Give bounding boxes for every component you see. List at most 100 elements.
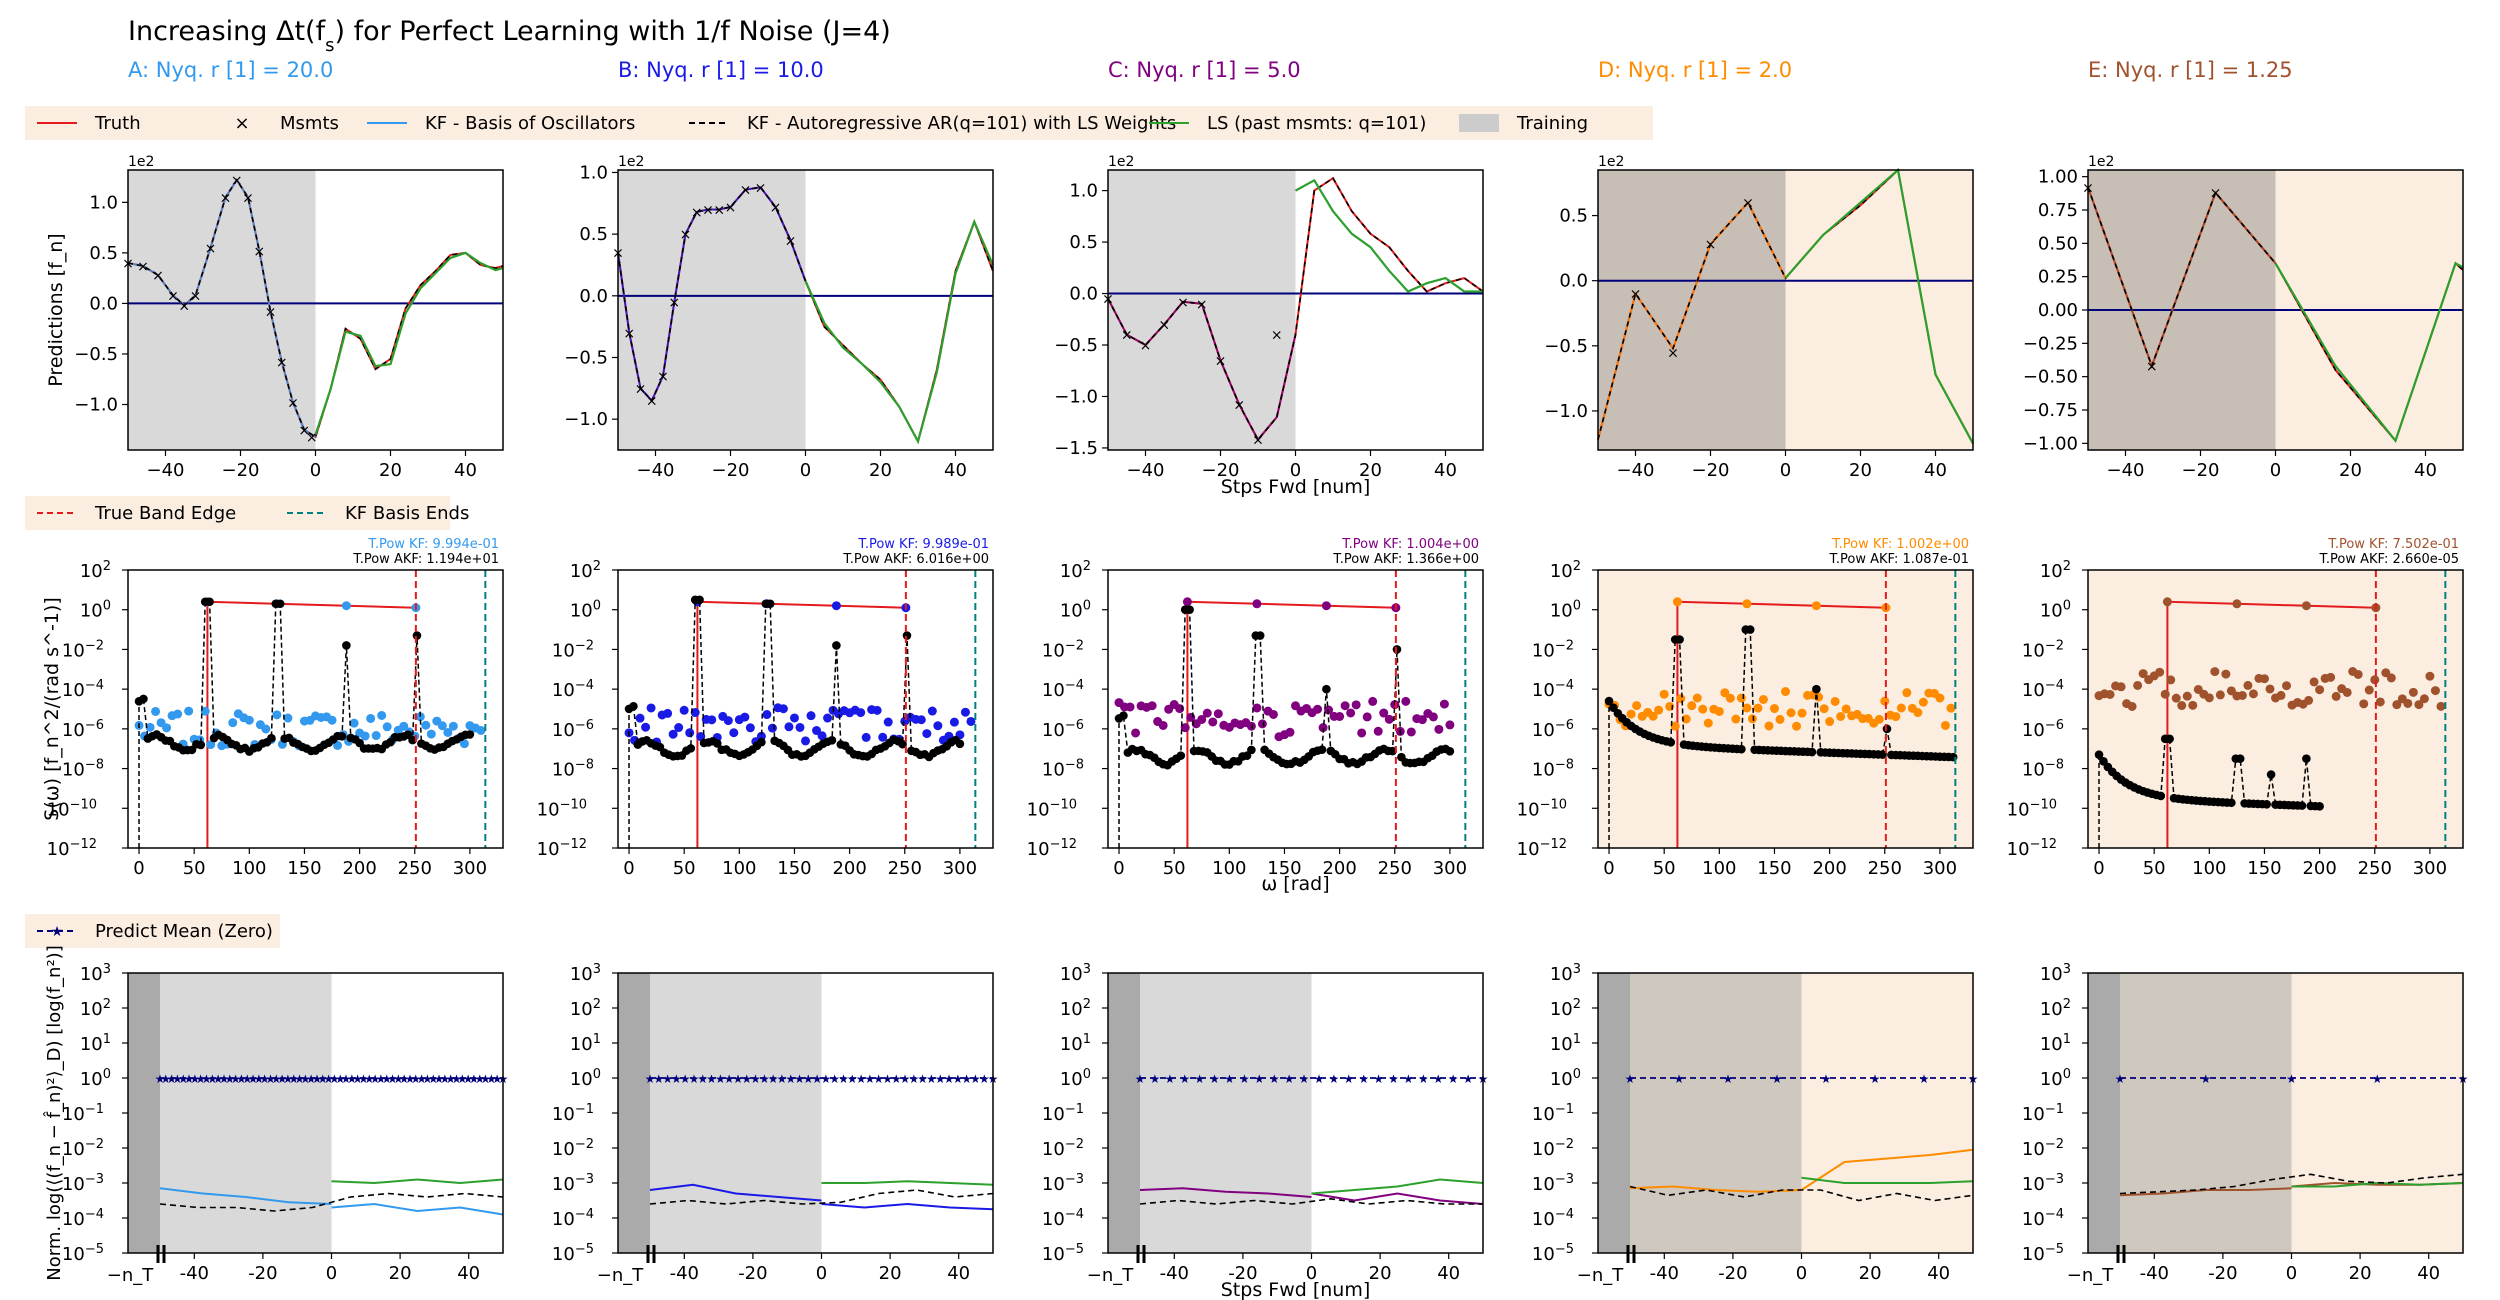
error-panel-c-mean-point: ★: [1135, 1072, 1146, 1086]
spectrum-panel-e-kf-point: [2408, 687, 2418, 697]
spectrum-panel-b-kf-point: [801, 736, 810, 746]
spectrum-panel-c-kf-point: [1351, 700, 1361, 710]
pred-panel-a-ytick-label: 1.0: [89, 192, 118, 213]
spectrum-panel-e-kf-point: [2436, 701, 2446, 711]
spectrum-panel-a-kf-point: [145, 722, 155, 732]
pred-panel-c-msmt-point: ×: [1121, 328, 1133, 344]
error-panel-c-ytick-label: 10−5: [1042, 1242, 1084, 1266]
error-panel-a-mean-point: ★: [312, 1072, 323, 1086]
error-panel-b-mean-point: ★: [724, 1072, 735, 1086]
spectrum-panel-b-ytick-label: 10−12: [537, 837, 587, 861]
legend-row3-item-0-star: ★: [51, 924, 64, 940]
spectrum-panel-e-kf-point: [2215, 690, 2225, 700]
spectrum-panel-e-ytick-label: 10−10: [2007, 797, 2057, 821]
spectrum-panel-d-kf-point: [1896, 703, 1906, 713]
error-panel-b-mean-point: ★: [882, 1072, 893, 1086]
spectrum-panel-e-xtick-label: 100: [2192, 858, 2226, 879]
pred-panel-a-akf-line: [127, 178, 504, 439]
spectrum-panel-a-ytick-label: 10−2: [62, 638, 104, 662]
spectrum-panel-b-kf-point: [663, 708, 673, 718]
spectrum-panel-b-xtick-label: 50: [673, 858, 696, 879]
spectrum-panel-d-akf-point: [1675, 635, 1684, 644]
spectrum-panel-d-kf-point: [1792, 721, 1802, 731]
error-panel-e-ls-line: [2291, 1181, 2464, 1188]
pred-panel-b-akf-line: [617, 186, 994, 444]
spectrum-panel-c-akf-point: [1176, 751, 1186, 760]
spectrum-panel-a-kf-point: [426, 729, 436, 739]
error-panel-c-mean-point: ★: [1179, 1072, 1190, 1086]
pred-panel-c-training-region: [1108, 170, 1296, 450]
spectrum-panel-e-frame: [2087, 569, 2464, 849]
spectrum-panel-e-kf-point: [2177, 701, 2187, 711]
pred-panel-b-msmt-point: ×: [668, 295, 680, 311]
spectrum-panel-c-xtick-label: 0: [1113, 858, 1124, 879]
pred-panel-e-ls-line: [2274, 261, 2464, 443]
pred-panel-c-msmt-point: ×: [1252, 433, 1264, 449]
spectrum-panel-a-kf-point: [377, 710, 387, 720]
pred-panel-b-ytick-label: −0.5: [564, 347, 608, 368]
spectrum-panel-b-ytick-label: 102: [570, 559, 601, 583]
legend-row3-item-0-label: Predict Mean (Zero): [95, 921, 273, 942]
spectrum-panel-e-kf-point: [2353, 669, 2363, 679]
error-panel-b-mean-point: ★: [917, 1072, 928, 1086]
error-panel-e-ytick-label: 100: [2040, 1067, 2071, 1091]
spectrum-panel-c-kf-point: [1252, 703, 1262, 713]
spectrum-panel-c-kf-point: [1202, 708, 1212, 718]
error-panel-b-xtick-label: 40: [947, 1263, 970, 1284]
pred-panel-e-ytick-label: 1.00: [2038, 167, 2078, 188]
pred-panel-c-msmt-point: ×: [1140, 338, 1152, 354]
pred-panel-a-ytick-label: 0.5: [89, 243, 118, 264]
error-panel-b-mean-point: ★: [891, 1072, 902, 1086]
error-panel-a-mean-point: ★: [341, 1072, 352, 1086]
error-panel-a-xtick-label: 0: [326, 1263, 337, 1284]
spectrum-panel-a-xtick-label: 300: [453, 858, 487, 879]
row2-ylabel: S(ω) [f_n^2/(rad s^-1)]: [41, 597, 63, 820]
spectrum-panel-b-akf-point: [757, 737, 766, 747]
pred-panel-b-msmt-point: ×: [702, 202, 714, 218]
pred-panel-a-xtick-label: −40: [147, 460, 185, 481]
spectrum-panel-b-kf-point: [641, 722, 651, 732]
spectrum-panel-e-akf-point: [2302, 754, 2311, 763]
error-panel-d-ytick-label: 101: [1550, 1032, 1581, 1056]
spectrum-panel-d-kf-point: [1913, 708, 1923, 718]
error-panel-b-xtick-label: -40: [670, 1263, 699, 1284]
spectrum-panel-d-kf-point: [1935, 693, 1945, 703]
spectrum-panel-c-akf-point: [1247, 745, 1256, 755]
spectrum-panel-b-akf-point: [832, 641, 841, 650]
spectrum-panel-a-akf-point: [196, 740, 206, 750]
spectrum-panel-b-ytick-label: 10−8: [552, 757, 594, 781]
spectrum-panel-c-ytick-label: 10−8: [1042, 757, 1084, 781]
error-panel-a-mean-point: ★: [265, 1072, 276, 1086]
column-label-c: C: Nyq. r [1] = 5.0: [1108, 58, 1301, 82]
spectrum-panel-b-akf-line: [628, 599, 961, 849]
error-panel-d-nT-label: −n_T: [1577, 1265, 1624, 1286]
spectrum-panel-b-kf-point: [927, 706, 937, 716]
error-panel-d-mean-point: ★: [1870, 1072, 1881, 1086]
error-panel-b-mean-point: ★: [970, 1072, 981, 1086]
error-panel-b-xtick-label: 20: [879, 1263, 902, 1284]
spectrum-panel-d-akf-point: [1807, 747, 1817, 757]
error-panel-d-mean-point: ★: [1821, 1072, 1832, 1086]
error-panel-c-mean-point: ★: [1343, 1072, 1354, 1086]
legend-row1-item-1-label: Msmts: [280, 113, 339, 134]
error-panel-a-mean-point: ★: [283, 1072, 294, 1086]
figure-title: Increasing Δt(fs) for Perfect Learning w…: [128, 16, 891, 56]
error-panel-a-ytick-label: 10−4: [62, 1207, 104, 1231]
spectrum-panel-a-kf-point: [327, 715, 337, 725]
spectrum-panel-b-tpow-akf: T.Pow AKF: 6.016e+00: [842, 552, 989, 567]
pred-panel-e-ytick-label: −0.50: [2023, 367, 2078, 388]
pred-panel-a-ytick-label: −0.5: [74, 344, 118, 365]
error-panel-a-ls-line: [331, 1178, 504, 1185]
error-panel-a-kf-train: [159, 1187, 332, 1205]
pred-panel-a-xtick-label: −20: [222, 460, 260, 481]
pred-panel-b-xtick-label: −40: [637, 460, 675, 481]
spectrum-panel-a-kf-point: [173, 709, 183, 719]
error-panel-a-mean-point: ★: [224, 1072, 235, 1086]
spectrum-panel-c-ytick-label: 100: [1060, 598, 1091, 622]
spectrum-panel-e-truth-dot: [2301, 601, 2311, 611]
spectrum-panel-c-kf-point: [1406, 727, 1416, 737]
error-panel-b-pretrain-region: [618, 973, 650, 1253]
pred-panel-e-ytick-label: 0.25: [2038, 267, 2078, 288]
spectrum-panel-b-akf-point: [898, 739, 907, 749]
